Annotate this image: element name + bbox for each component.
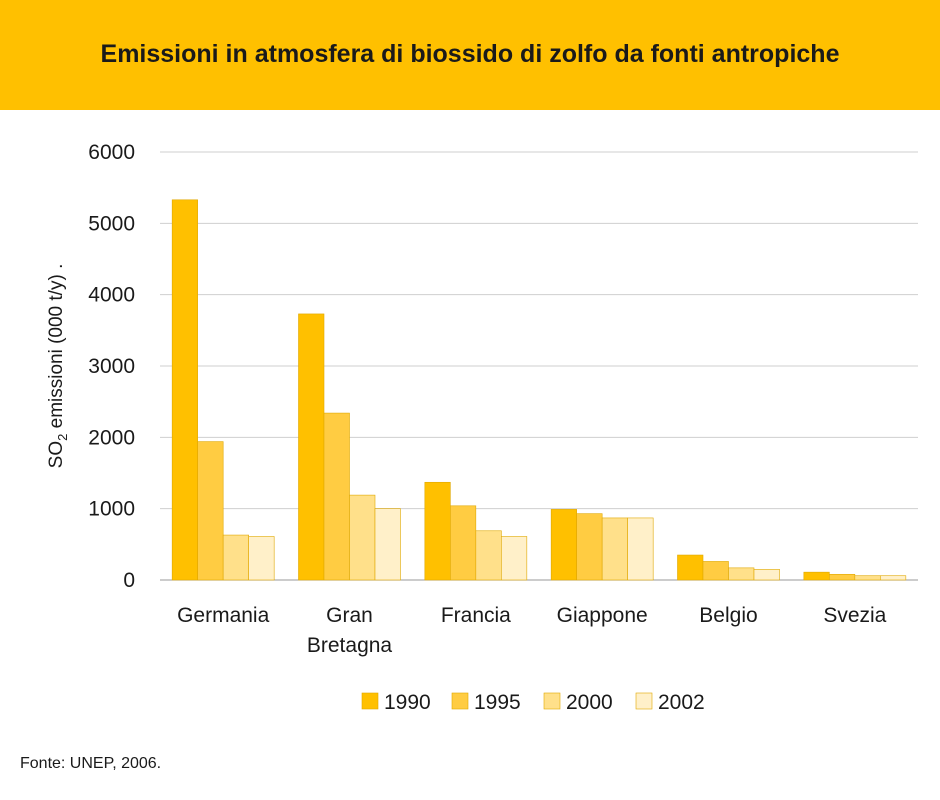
x-tick-label: Svezia: [823, 604, 886, 627]
bar-2000: [349, 494, 376, 581]
legend-swatch-1990: [361, 692, 379, 710]
bar-2000: [854, 575, 881, 581]
bar-1990: [803, 571, 830, 581]
bar-2002: [248, 536, 275, 581]
x-tick-label: Bretagna: [307, 634, 393, 657]
legend-swatch-2002: [635, 692, 653, 710]
bar-2002: [374, 508, 401, 581]
bar-1995: [197, 441, 224, 581]
legend-swatch-1995: [451, 692, 469, 710]
bar-2002: [627, 517, 654, 581]
bar-2002: [501, 536, 528, 581]
x-tick-label: Germania: [177, 604, 270, 627]
bar-1995: [576, 513, 603, 581]
bar-1990: [424, 481, 451, 581]
legend-swatch-2000: [543, 692, 561, 710]
x-tick-label: Gran: [326, 604, 373, 627]
bar-1990: [550, 509, 577, 581]
legend-label-2000: 2000: [566, 691, 613, 714]
x-tick-label: Francia: [441, 604, 511, 627]
bar-1995: [323, 412, 350, 581]
y-tick-label: 1000: [88, 498, 135, 521]
bar-chart: 0 1000 2000 3000 4000 5000 6000 SO2 emissioni (…: [46, 141, 918, 714]
bar-2000: [728, 567, 755, 581]
legend-label-2002: 2002: [658, 691, 705, 714]
legend-label-1995: 1995: [474, 691, 521, 714]
y-tick-label: 2000: [88, 426, 135, 449]
bar-2000: [475, 530, 502, 581]
y-tick-label: 3000: [88, 355, 135, 378]
bar-2002: [880, 575, 907, 581]
bar-1995: [829, 573, 856, 581]
x-tick-label: Giappone: [557, 604, 648, 627]
x-tick-label: Belgio: [699, 604, 757, 627]
bar-1990: [298, 313, 325, 581]
source-note: Fonte: UNEP, 2006.: [20, 755, 162, 772]
bar-2002: [753, 568, 780, 581]
chart-title: Emissioni in atmosfera di biossido di zo…: [100, 39, 840, 68]
legend-label-1990: 1990: [384, 691, 431, 714]
y-tick-label: 0: [123, 569, 135, 592]
y-tick-label: 6000: [88, 141, 135, 164]
bar-1990: [171, 199, 198, 581]
bar-2000: [601, 517, 628, 581]
y-tick-label: 4000: [88, 284, 135, 307]
y-tick-label: 5000: [88, 212, 135, 235]
bar-1995: [702, 561, 729, 581]
bar-2000: [222, 534, 249, 581]
y-axis-label: SO2 emissioni (000 t/y) .: [46, 264, 70, 469]
bar-1995: [450, 505, 477, 581]
bar-1990: [677, 554, 704, 581]
title-banner: Emissioni in atmosfera di biossido di zo…: [0, 0, 940, 110]
